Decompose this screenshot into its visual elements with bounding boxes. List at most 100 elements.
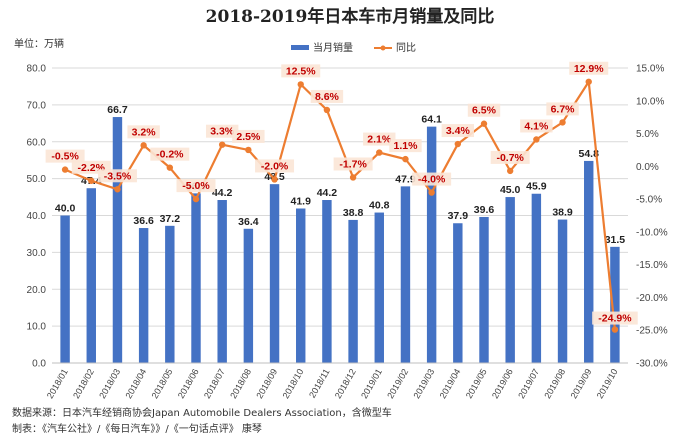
yoy-point	[88, 177, 95, 184]
x-tick-label: 2019/04	[438, 367, 463, 400]
yoy-label-bg	[310, 89, 344, 103]
bar-value-label: 37.2	[160, 213, 181, 225]
yoy-point	[480, 120, 488, 127]
bar-value-label: 39.6	[474, 204, 495, 216]
bar-value-label: 40.8	[369, 200, 390, 212]
bar	[348, 219, 358, 363]
bar-value-label: 47.9	[395, 173, 416, 185]
yoy-value-label: 12.9%	[574, 63, 604, 75]
x-tick-label: 2019/07	[516, 367, 541, 400]
bar-value-label: 44.2	[317, 187, 338, 199]
bar	[505, 197, 515, 363]
yoy-label-bg	[546, 102, 579, 116]
yoy-label-bg	[281, 64, 321, 78]
yoy-point	[192, 195, 200, 203]
x-tick-label: 2019/02	[385, 367, 410, 400]
yoy-point	[61, 166, 69, 173]
yoy-label-bg	[441, 124, 475, 138]
bar	[60, 215, 70, 363]
bar-value-label: 64.1	[421, 114, 442, 126]
yoy-label-bg	[232, 129, 265, 143]
x-tick-label: 2019/03	[411, 367, 436, 400]
yoy-value-label: -3.5%	[104, 170, 132, 182]
x-tick-label: 2019/05	[464, 367, 489, 400]
yoy-label-bg	[490, 150, 530, 164]
x-tick-label: 2019/09	[569, 367, 594, 400]
yoy-label-bg	[97, 169, 137, 183]
bar-value-label: 36.4	[238, 216, 259, 228]
y-left-tick-label: 40.0	[27, 211, 47, 222]
yoy-value-label: -4.0%	[418, 174, 446, 186]
y-left-tick-label: 30.0	[27, 248, 47, 259]
bar-value-label: 31.5	[605, 234, 626, 246]
bar	[217, 200, 227, 363]
yoy-point	[323, 106, 331, 114]
y-left-tick-label: 10.0	[27, 322, 47, 333]
yoy-label-bg	[45, 149, 85, 163]
yoy-value-label: 4.1%	[524, 120, 549, 132]
bar	[165, 225, 175, 363]
yoy-label-bg	[127, 125, 160, 139]
bar	[138, 228, 149, 363]
yoy-point	[166, 164, 174, 171]
bar	[584, 160, 594, 363]
x-tick-label: 2018/06	[176, 367, 201, 400]
bar-value-label: 38.9	[552, 207, 573, 219]
yoy-value-label: -1.7%	[339, 158, 367, 170]
bar	[374, 212, 384, 363]
yoy-value-label: 1.1%	[393, 140, 418, 152]
bar-value-label: 45.0	[500, 184, 521, 196]
yoy-label-bg	[255, 159, 295, 173]
y-right-tick-label: 15.0%	[636, 64, 664, 75]
bar-labels: 40.047.466.736.637.246.044.236.448.541.9…	[55, 104, 625, 246]
yoy-value-label: 12.5%	[286, 65, 316, 77]
yoy-value-label: -5.0%	[182, 180, 210, 192]
y-right-tick-label: -20.0%	[636, 293, 668, 304]
y-axis-left: 0.0 10.0 20.0 30.0 40.0 50.0 60.0 70.0 80.0	[27, 64, 47, 370]
yoy-label-bg	[176, 179, 216, 193]
bar	[191, 193, 201, 363]
yoy-point	[559, 119, 566, 126]
x-tick-label: 2019/10	[595, 367, 620, 400]
yoy-value-label: 3.3%	[210, 126, 235, 138]
yoy-label-bg	[467, 103, 501, 117]
yoy-point	[611, 326, 619, 333]
bar	[86, 188, 96, 363]
yoy-value-label: -0.5%	[51, 151, 79, 163]
bar-value-label: 40.0	[55, 203, 76, 215]
unit-label: 单位：万辆	[14, 37, 64, 50]
yoy-point	[245, 146, 252, 154]
yoy-label-bg	[412, 172, 452, 186]
legend-line-marker	[380, 45, 386, 51]
y-left-tick-label: 60.0	[27, 137, 47, 148]
x-tick-label: 2018/07	[202, 367, 227, 400]
bar-value-label: 38.8	[343, 207, 364, 219]
yoy-point	[454, 140, 462, 148]
yoy-point	[114, 186, 121, 193]
y-right-tick-label: -10.0%	[636, 227, 668, 238]
bar	[531, 193, 542, 363]
yoy-label-bg	[389, 139, 422, 153]
x-tick-label: 2018/11	[307, 367, 332, 400]
y-right-tick-label: 5.0%	[636, 129, 659, 140]
yoy-value-label: -2.0%	[261, 160, 289, 172]
yoy-value-label: -0.2%	[156, 149, 184, 161]
legend-line-label: 同比	[396, 42, 416, 54]
y-axis-right: -30.0% -25.0% -20.0% -15.0% -10.0% -5.0% 0.0% 5…	[636, 64, 668, 370]
yoy-point	[376, 149, 383, 156]
y-left-tick-label: 20.0	[27, 285, 47, 296]
bar	[112, 117, 123, 363]
bar-value-label: 44.2	[212, 187, 233, 199]
yoy-point	[140, 142, 147, 149]
bar	[243, 228, 254, 363]
bar-value-label: 45.9	[526, 181, 547, 193]
yoy-value-label: -24.9%	[598, 313, 632, 325]
bar	[426, 126, 437, 363]
yoy-label-bg	[205, 124, 239, 138]
yoy-value-label: 3.4%	[446, 125, 471, 137]
yoy-value-label: 6.7%	[551, 103, 576, 115]
yoy-label-bg	[150, 147, 190, 161]
x-tick-label: 2019/01	[359, 367, 384, 400]
bar-series	[60, 117, 620, 363]
